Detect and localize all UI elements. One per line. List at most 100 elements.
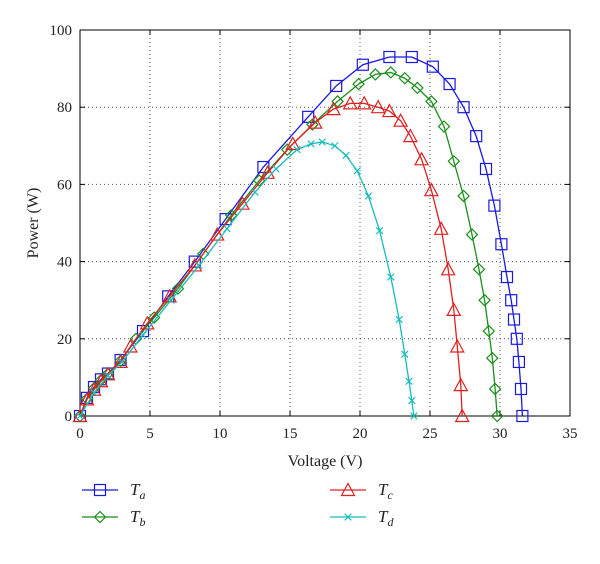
legend-marker <box>340 482 356 497</box>
data-point-diamond <box>437 120 451 133</box>
data-point-diamond <box>465 228 479 241</box>
data-point-square <box>405 50 418 64</box>
data-point-x <box>293 145 301 154</box>
data-point-square <box>495 238 508 251</box>
data-point-square <box>443 77 456 91</box>
x-axis-label: Voltage (V) <box>288 453 363 470</box>
data-point-square <box>510 332 523 345</box>
series-a <box>73 50 529 423</box>
data-point-diamond <box>411 81 424 95</box>
data-point-triangle <box>446 302 462 316</box>
data-point-triangle <box>113 354 129 369</box>
data-point-square <box>188 255 201 268</box>
data-point-triangle <box>209 226 225 241</box>
data-point-square <box>512 355 526 369</box>
data-point-triangle <box>440 261 456 276</box>
data-point-triangle <box>454 408 470 423</box>
x-tick-label: 0 <box>76 426 84 442</box>
data-point-diamond <box>457 189 470 203</box>
data-point-x <box>331 142 339 150</box>
data-point-square <box>516 409 529 423</box>
x-tick-label: 25 <box>423 426 438 442</box>
data-point-diamond <box>482 324 496 338</box>
data-point-triangle <box>453 377 469 392</box>
data-point-x <box>223 225 231 233</box>
y-tick-label: 80 <box>57 100 72 116</box>
data-point-triangle <box>72 408 88 423</box>
data-point-square <box>488 199 501 212</box>
data-point-diamond <box>485 351 499 365</box>
data-point-x <box>76 412 84 420</box>
data-point-diamond <box>478 293 491 307</box>
data-point-square <box>302 110 315 123</box>
data-point-diamond <box>488 382 502 396</box>
legend-item-d: Td <box>330 507 394 529</box>
data-point-triangle <box>370 99 386 114</box>
y-tick-label: 0 <box>65 409 73 425</box>
data-point-x <box>387 273 395 281</box>
data-point-diamond <box>384 66 398 79</box>
data-point-square <box>426 60 439 73</box>
series-c <box>72 95 470 423</box>
data-point-triangle <box>307 114 323 129</box>
data-point-x <box>272 165 280 173</box>
data-point-triangle <box>414 151 430 166</box>
y-tick-label: 40 <box>57 255 72 271</box>
data-point-triangle <box>285 136 301 150</box>
data-point-x <box>405 377 413 385</box>
data-point-triangle <box>433 221 449 235</box>
series-b <box>73 66 504 423</box>
x-tick-label: 10 <box>213 426 228 442</box>
data-point-diamond <box>280 143 294 157</box>
data-point-square <box>500 270 514 284</box>
x-tick-label: 35 <box>563 426 578 442</box>
data-point-x <box>167 296 175 304</box>
data-point-x <box>90 389 98 397</box>
data-point-square <box>507 313 521 326</box>
plot-area-frame <box>79 29 571 417</box>
data-point-triangle <box>342 95 358 110</box>
series-line-b <box>79 71 498 417</box>
legend-label: Ta <box>130 480 145 502</box>
data-point-x <box>342 151 350 160</box>
data-point-diamond <box>369 68 382 81</box>
legend-marker <box>93 483 107 497</box>
data-point-x <box>307 140 315 148</box>
data-point-x <box>408 396 416 405</box>
data-point-x <box>401 350 409 358</box>
data-point-triangle <box>381 103 397 118</box>
legend-marker <box>93 510 107 524</box>
data-point-square <box>330 79 343 93</box>
series-line-a <box>79 56 524 417</box>
data-point-x <box>364 192 373 200</box>
legend-label: Tc <box>378 480 393 502</box>
data-point-triangle <box>325 101 341 116</box>
data-point-triangle <box>449 338 465 353</box>
x-tick-label: 20 <box>353 426 368 442</box>
data-point-diamond <box>331 95 344 108</box>
legend-item-c: Tc <box>330 480 393 502</box>
data-point-square <box>257 160 270 174</box>
axis-ticks: 0 5 10 15 20 25 30 35 0 20 40 60 80 100 <box>50 23 578 442</box>
data-point-x <box>251 188 259 196</box>
grid-lines <box>80 30 570 416</box>
data-point-square <box>505 294 518 307</box>
data-point-x <box>118 358 126 366</box>
data-point-diamond <box>425 95 438 108</box>
data-point-triangle <box>100 366 116 381</box>
legend-label: Td <box>378 507 394 529</box>
data-point-triangle <box>356 95 372 110</box>
data-point-triangle <box>393 112 409 127</box>
data-point-x <box>410 412 418 420</box>
data-point-diamond <box>447 154 461 168</box>
data-point-triangle <box>402 128 418 143</box>
y-tick-label: 60 <box>57 177 72 193</box>
series-line-d <box>79 141 415 417</box>
data-point-x <box>104 371 112 380</box>
y-tick-label: 20 <box>57 332 72 348</box>
data-point-x <box>318 138 326 146</box>
legend-item-a: Ta <box>82 480 145 502</box>
data-point-square <box>470 130 483 143</box>
data-point-square <box>457 101 470 114</box>
series-layer <box>72 50 529 423</box>
